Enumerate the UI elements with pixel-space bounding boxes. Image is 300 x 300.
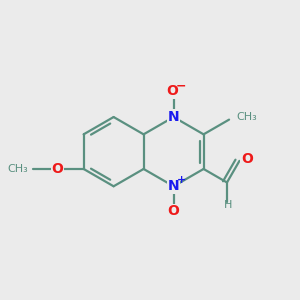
Text: N: N xyxy=(168,179,179,193)
Text: O: O xyxy=(166,84,178,98)
Text: +: + xyxy=(177,175,187,185)
Text: H: H xyxy=(224,200,232,211)
Text: N: N xyxy=(168,110,179,124)
Text: O: O xyxy=(52,162,64,176)
Text: O: O xyxy=(241,152,253,166)
Text: O: O xyxy=(168,204,179,218)
Text: −: − xyxy=(176,80,186,93)
Text: CH₃: CH₃ xyxy=(7,164,28,174)
Text: CH₃: CH₃ xyxy=(236,112,257,122)
